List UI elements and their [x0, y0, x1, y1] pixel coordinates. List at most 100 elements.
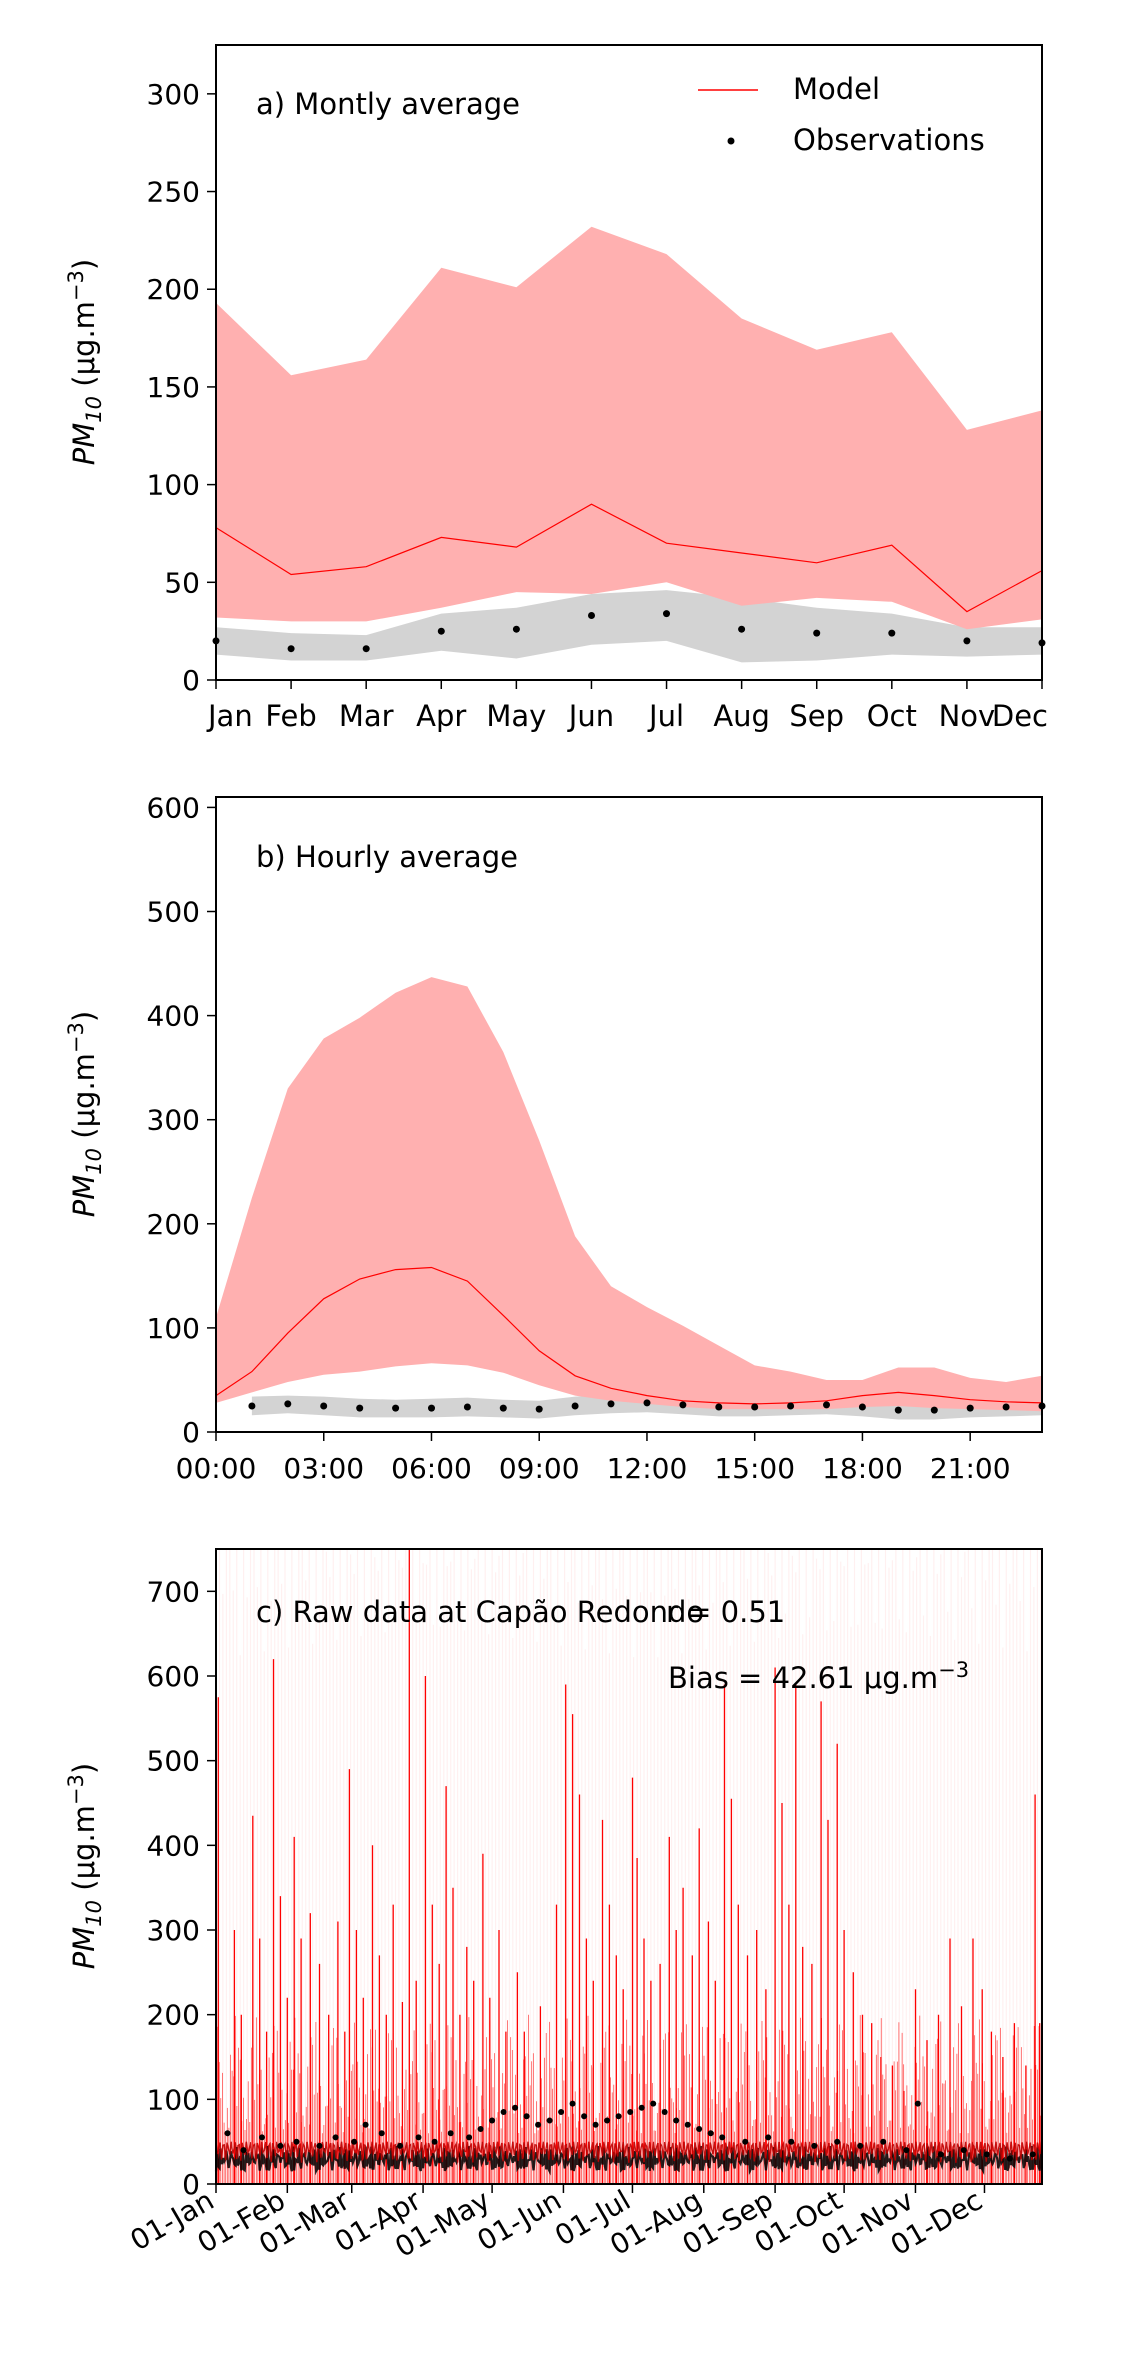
observation-point — [447, 2130, 454, 2137]
observation-point — [966, 1404, 974, 1412]
observation-point — [914, 2100, 921, 2107]
observation-point — [397, 2142, 404, 2149]
observation-point — [332, 2134, 339, 2141]
y-tick-label: 200 — [147, 1208, 200, 1241]
observation-point — [581, 2113, 588, 2120]
observation-point — [1002, 1403, 1010, 1411]
panel-title: c) Raw data at Capão Redondo — [256, 1595, 704, 1629]
observation-point — [477, 2126, 484, 2132]
observation-point — [858, 1403, 866, 1411]
y-tick-label: 500 — [147, 896, 200, 929]
x-tick-label: Jun — [567, 699, 614, 733]
observation-point — [960, 2147, 967, 2154]
y-tick-label: 200 — [147, 1999, 200, 2032]
y-tick-label: 250 — [147, 176, 200, 209]
observation-point — [823, 1401, 830, 1409]
x-tick-label: Nov — [939, 699, 996, 733]
x-tick-label: 12:00 — [607, 1452, 688, 1485]
y-tick-label: 200 — [147, 273, 200, 306]
observation-point — [638, 2104, 645, 2111]
plot-frame — [215, 1548, 1043, 2185]
x-axis-ticks: 01-Jan01-Feb01-Mar01-Apr01-May01-Jun01-J… — [125, 2183, 988, 2264]
x-tick-label: May — [486, 699, 546, 733]
y-tick-label: 500 — [147, 1745, 200, 1778]
y-tick-label: 50 — [164, 566, 200, 599]
observation-point — [719, 2134, 726, 2141]
observation-point — [673, 2117, 680, 2124]
x-tick-label: Sep — [789, 699, 844, 733]
observation-point — [463, 1403, 471, 1411]
observation-point — [378, 2130, 385, 2137]
observation-point — [888, 629, 896, 637]
model-range-band — [216, 226, 1042, 630]
panel-title: b) Hourly average — [256, 840, 518, 874]
model-low-trace — [215, 2140, 1043, 2163]
y-tick-label: 100 — [147, 1312, 200, 1345]
observation-point — [284, 1400, 292, 1408]
observation-point — [287, 645, 295, 653]
observation-point — [437, 627, 445, 635]
observation-point — [894, 1406, 902, 1414]
y-axis-label: PM10 (μg.m−3) — [64, 1763, 106, 1969]
observation-point — [742, 2138, 749, 2145]
observation-point — [466, 2134, 473, 2141]
model-band-area — [216, 977, 1042, 1412]
observation-point — [535, 1405, 543, 1413]
observation-point — [248, 1402, 256, 1410]
observation-point — [1006, 2155, 1013, 2162]
x-tick-label: Mar — [339, 699, 394, 733]
x-tick-label: 00:00 — [176, 1452, 257, 1485]
x-tick-label: 15:00 — [714, 1452, 795, 1485]
observation-point — [489, 2117, 496, 2124]
observation-point — [787, 1402, 795, 1410]
y-tick-label: 300 — [147, 1104, 200, 1137]
observation-point — [643, 1399, 651, 1407]
model-line-path — [215, 1266, 1043, 1405]
observation-point — [963, 637, 971, 645]
observation-point — [707, 2130, 714, 2137]
plot-frame — [215, 796, 1043, 1433]
observation-point — [558, 2109, 565, 2115]
observation-point — [615, 2113, 622, 2120]
observation-point — [788, 2138, 795, 2145]
x-tick-label: 06:00 — [391, 1452, 472, 1485]
observation-point — [679, 1401, 687, 1409]
observation-point — [715, 1403, 723, 1411]
observation-point — [983, 2151, 990, 2158]
x-tick-label: Jan — [206, 699, 253, 733]
observation-point — [351, 2138, 358, 2145]
y-tick-label: 0 — [182, 2168, 200, 2201]
observation-point — [523, 2113, 530, 2120]
observation-point — [320, 1402, 328, 1410]
x-tick-label: 18:00 — [822, 1452, 903, 1485]
observation-point — [240, 2147, 247, 2154]
y-tick-label: 400 — [147, 1000, 200, 1033]
x-tick-label: Dec — [992, 699, 1048, 733]
observation-point — [811, 2142, 818, 2149]
model-band-area — [216, 226, 1042, 630]
panel-monthly-average: 0 50 100 150 200 250 300 Jan Feb Mar Apr May Jun Jul… — [64, 44, 1048, 733]
y-tick-label: 600 — [147, 1660, 200, 1693]
observation-point — [500, 2109, 507, 2115]
observation-point — [277, 2142, 284, 2149]
observation-point — [696, 2126, 703, 2132]
observation-point — [535, 2121, 542, 2128]
x-tick-label: Oct — [867, 699, 917, 733]
x-tick-label: Feb — [265, 699, 316, 733]
y-axis-label: PM10 (μg.m−3) — [64, 259, 106, 465]
y-axis-ticks: 0 100 200 300 400 500 600 700 — [147, 1575, 216, 2201]
panel-raw-data: 0 100 200 300 400 500 600 700 01-Jan01-Feb01-Ma… — [64, 1548, 1043, 2264]
observation-point — [834, 2138, 841, 2145]
legend-observations-label: Observations — [793, 123, 985, 157]
y-tick-label: 400 — [147, 1829, 200, 1862]
model-series — [215, 1549, 1041, 2184]
observation-point — [428, 1404, 435, 1412]
y-tick-label: 150 — [147, 371, 200, 404]
panel-hourly-average: 0 100 200 300 400 500 600 00:00 03:00 06:00 09:00… — [64, 791, 1046, 1485]
observation-trace — [214, 2145, 1043, 2176]
observation-point — [316, 2142, 323, 2149]
observation-point — [499, 1404, 507, 1412]
x-axis-ticks: 00:00 03:00 06:00 09:00 12:00 15:00 18:00 21:00 — [176, 1432, 1011, 1485]
